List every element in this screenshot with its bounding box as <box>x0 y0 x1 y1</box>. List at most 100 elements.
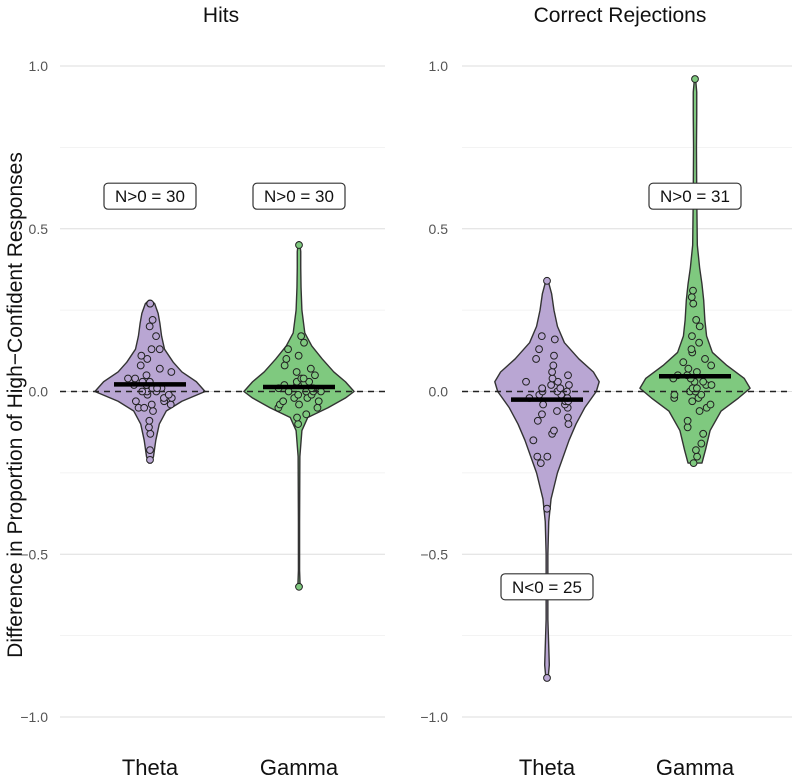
data-point <box>538 384 547 393</box>
data-point <box>688 397 697 406</box>
data-point <box>533 452 542 461</box>
annotation-box <box>252 182 346 210</box>
data-point <box>279 397 288 406</box>
data-point <box>565 381 573 389</box>
data-point <box>670 390 679 399</box>
y-tick-label: −1.0 <box>420 709 448 725</box>
x-tick-label: Gamma <box>656 755 735 776</box>
x-tick-label: Theta <box>519 755 576 776</box>
annotation-text: N<0 = 25 <box>512 578 582 597</box>
data-point <box>299 374 308 383</box>
data-point <box>164 390 173 399</box>
violin-group-theta <box>94 299 206 464</box>
data-point <box>145 322 154 331</box>
data-point <box>284 345 292 354</box>
data-point <box>706 400 715 409</box>
count-annotation: N<0 = 25 <box>500 573 594 601</box>
data-point <box>543 504 551 513</box>
data-point <box>306 364 315 373</box>
data-point <box>131 374 140 383</box>
data-point <box>532 355 540 363</box>
annotation-box <box>103 182 197 210</box>
data-point <box>536 459 545 468</box>
data-point <box>564 420 573 428</box>
data-point <box>152 332 160 341</box>
data-point <box>145 416 154 425</box>
data-point <box>147 400 156 409</box>
y-tick-label: 0.5 <box>429 221 449 237</box>
data-point <box>294 420 303 428</box>
violin-group-gamma <box>639 75 751 468</box>
annotation-box <box>648 182 742 210</box>
data-point <box>548 374 557 383</box>
data-point <box>699 429 708 438</box>
data-point <box>166 400 175 409</box>
data-point <box>548 368 556 376</box>
data-point <box>707 381 716 389</box>
data-point <box>313 403 322 412</box>
annotation-text: N>0 = 30 <box>115 187 185 206</box>
y-tick-label: −1.0 <box>20 709 48 725</box>
violin-gamma <box>639 78 751 464</box>
data-point <box>683 416 692 425</box>
data-point <box>688 332 696 341</box>
count-annotation: N>0 = 31 <box>648 182 742 210</box>
count-annotation: N>0 = 30 <box>103 182 197 210</box>
annotation-text: N>0 = 30 <box>264 187 334 206</box>
data-point <box>124 374 132 383</box>
data-point <box>140 403 149 412</box>
y-tick-label: 1.0 <box>29 58 49 74</box>
data-point <box>280 361 289 370</box>
data-point <box>707 361 716 370</box>
data-point <box>537 332 546 341</box>
data-point <box>155 345 164 354</box>
y-tick-label: −0.5 <box>420 546 448 562</box>
data-point <box>553 407 561 415</box>
data-point <box>146 299 155 308</box>
data-point <box>687 293 696 302</box>
data-point <box>543 674 551 682</box>
x-tick-label: Gamma <box>260 755 339 776</box>
data-point <box>687 345 696 354</box>
data-point <box>143 355 152 363</box>
data-point <box>699 377 708 386</box>
violin-theta <box>494 280 600 679</box>
data-point <box>529 436 538 445</box>
annotation-text: N>0 = 31 <box>660 187 730 206</box>
data-point <box>697 439 706 448</box>
data-point <box>689 286 697 295</box>
data-point <box>550 426 558 435</box>
data-point <box>695 338 703 347</box>
data-point <box>547 381 556 389</box>
y-tick-label: 1.0 <box>429 58 449 74</box>
panel-correct-rejections: Correct Rejections 1.0 0.5 0.0 −0.5 −1.0 N<0 … <box>420 4 792 776</box>
data-point <box>692 446 700 454</box>
count-annotation: N>0 = 30 <box>252 182 346 210</box>
data-point <box>295 241 303 249</box>
y-tick-label: 0.0 <box>429 384 449 400</box>
data-point <box>693 384 701 393</box>
violin-group-theta <box>494 276 600 682</box>
data-point <box>679 358 688 367</box>
data-point <box>292 368 301 376</box>
data-point <box>556 384 565 393</box>
data-point <box>145 423 153 432</box>
data-point <box>691 75 699 83</box>
data-point <box>146 429 155 438</box>
data-point <box>533 416 542 425</box>
data-point <box>697 390 706 399</box>
data-point <box>294 351 303 360</box>
data-point <box>295 582 303 591</box>
data-point <box>564 413 572 422</box>
data-point <box>543 452 552 461</box>
data-point <box>282 355 291 363</box>
data-point <box>522 377 530 386</box>
data-point <box>295 400 303 409</box>
data-point <box>683 423 692 432</box>
data-point <box>167 368 176 376</box>
panel-title: Hits <box>203 4 239 27</box>
data-point <box>695 407 704 415</box>
panel-hits: Hits 1.0 0.5 0.0 −0.5 −1.0 N>0 = 30 Theta N>0 =… <box>20 4 385 776</box>
y-tick-label: 0.0 <box>29 384 49 400</box>
